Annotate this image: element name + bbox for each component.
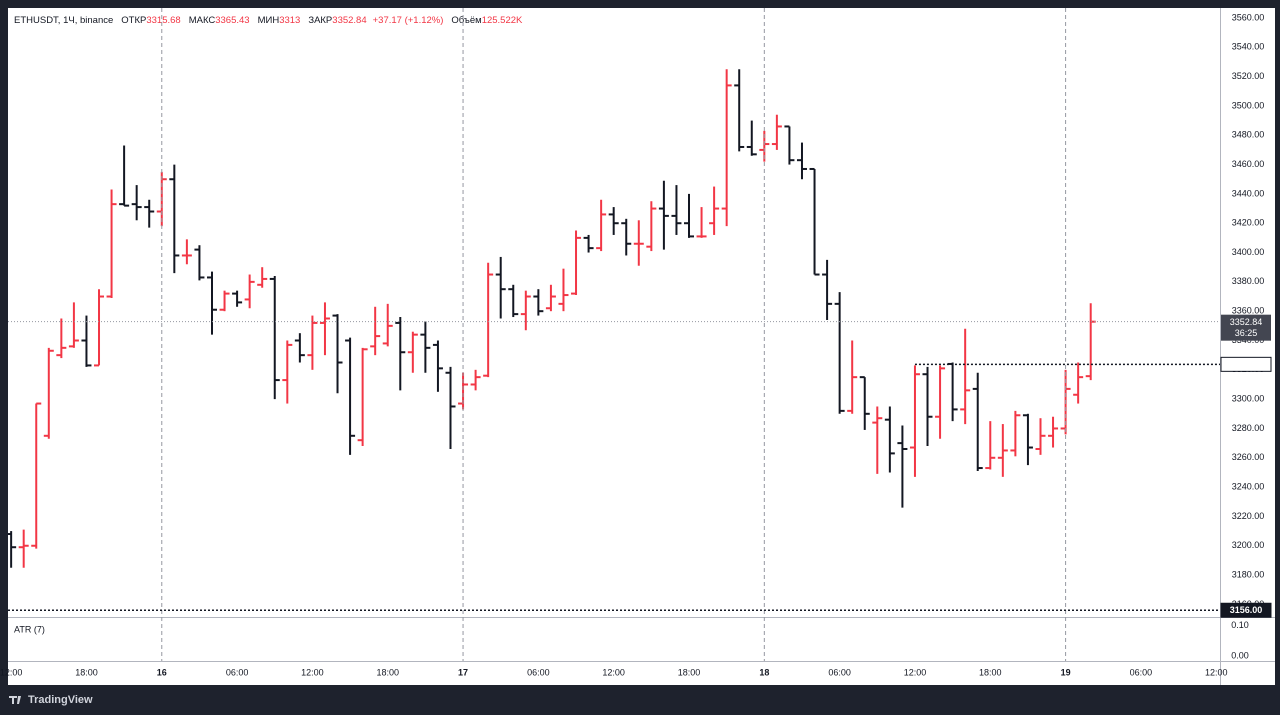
y-tick-label: 0.10 [1231,620,1249,630]
legend-item: ЗАКР [308,15,332,26]
y-tick-label: 3280.00 [1232,423,1265,433]
x-tick-label: 12:00 [602,667,625,677]
x-tick-label: 18:00 [979,667,1002,677]
legend-item: МИН [258,15,280,26]
y-tick-label: 3200.00 [1232,540,1265,550]
x-tick-label: 18:00 [678,667,701,677]
brand: TradingView [28,694,93,706]
x-tick-label: 06:00 [226,667,249,677]
plot-area [8,69,1096,568]
x-tick-label: 17 [458,667,468,677]
x-tick-label: 19 [1061,667,1071,677]
legend: ETHUSDT, 1Ч, binance ОТКР3315.68 МАКС3365.… [14,15,523,26]
legend-item: 3313 [279,15,300,26]
y-tick-label: 3400.00 [1232,247,1265,257]
legend-item: 3352.84 [332,15,366,26]
x-tick-label: 12:00 [1205,667,1228,677]
atr-title: ATR (7) [14,624,45,634]
logo [9,696,21,704]
legend-item: 3365.43 [215,15,249,26]
legend-item: ОТКР [121,15,146,26]
y-tick-label: 3260.00 [1232,452,1265,462]
x-tick-label: 18:00 [75,667,98,677]
current-price-box [1221,314,1271,341]
y-tick-label: 3380.00 [1232,276,1265,286]
price-line-box [1220,602,1272,618]
legend-item: МАКС [189,15,216,26]
y-tick-label: 3460.00 [1232,159,1265,169]
y-tick-label: 3180.00 [1232,569,1265,579]
y-tick-label: 3220.00 [1232,511,1265,521]
x-tick-label: 06:00 [1130,667,1153,677]
y-tick-label: 3540.00 [1232,42,1265,52]
legend-item: 125.522K [482,15,523,26]
x-tick-label: 06:00 [828,667,851,677]
y-tick-label: 3360.00 [1232,306,1265,316]
legend-item: 3315.68 [146,15,180,26]
x-tick-label: 12:00 [904,667,927,677]
x-tick-label: 12:00 [301,667,324,677]
legend-item: ETHUSDT, 1Ч, binance [14,15,113,26]
y-tick-label: 3560.00 [1232,12,1265,22]
x-tick-label: 18:00 [376,667,399,677]
current-price-label: 3352.84 [1230,317,1263,327]
price-line-box [1220,356,1272,372]
price-line-label: 3156.00 [1230,605,1263,615]
y-tick-label: 3520.00 [1232,71,1265,81]
legend-item: Объём [451,15,481,26]
y-tick-label: 0.00 [1231,651,1249,661]
y-tick-label: 3500.00 [1232,100,1265,110]
x-tick-label: 18 [759,667,769,677]
legend-item: +37.17 (+1.12%) [373,15,444,26]
y-tick-label: 3420.00 [1232,218,1265,228]
x-tick-label: 06:00 [527,667,550,677]
chart-background [8,8,1275,685]
y-tick-label: 3480.00 [1232,130,1265,140]
x-tick-label: 16 [157,667,167,677]
y-tick-label: 3300.00 [1232,394,1265,404]
y-tick-label: 3240.00 [1232,481,1265,491]
y-tick-label: 3440.00 [1232,188,1265,198]
x-tick-label: 12:00 [0,667,22,677]
countdown: 36:25 [1235,328,1258,338]
